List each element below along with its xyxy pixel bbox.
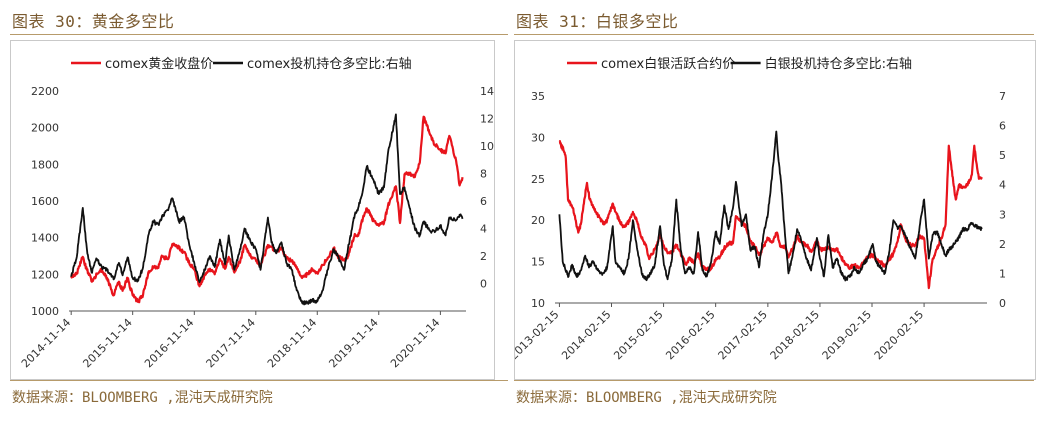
gold-right-tick-label: 14 [480, 85, 494, 98]
gold-right-tick-label: 10 [480, 140, 494, 153]
gold-left-tick-label: 1800 [31, 158, 59, 171]
silver-left-tick-label: 20 [531, 214, 545, 227]
silver-x-tick-label: 2015-02-15 [611, 308, 665, 362]
silver-right-tick-label: 7 [999, 90, 1006, 103]
gold-x-tick-label: 2017-11-14 [204, 316, 258, 370]
gold-x-tick-label: 2016-11-14 [142, 316, 196, 370]
gold-right-tick-label: 0 [480, 278, 487, 291]
gold-left-tick-label: 1400 [31, 232, 59, 245]
gold-left-tick-label: 2200 [31, 85, 59, 98]
gold-left-tick-label: 1000 [31, 305, 59, 318]
silver-legend-label-1: 白银投机持仓多空比:右轴 [765, 56, 912, 72]
silver-right-tick-label: 6 [999, 120, 1006, 133]
silver-right-tick-label: 3 [999, 208, 1006, 221]
gold-legend: comex黄金收盘价 comex投机持仓多空比:右轴 [71, 56, 412, 72]
gold-right-tick-label: 4 [480, 223, 487, 236]
gold-x-tick-label: 2019-11-14 [326, 316, 380, 370]
gold-left-tick-label: 2000 [31, 122, 59, 135]
gold-x-tick-label: 2015-11-14 [80, 316, 134, 370]
chart-title-gold: 图表 30：黄金多空比 [12, 12, 175, 31]
gold-legend-label-0: comex黄金收盘价 [105, 56, 213, 72]
title-rule-silver [514, 34, 1034, 35]
silver-chart-svg: comex白银活跃合约价 白银投机持仓多空比:右轴1015202530350123… [507, 56, 1006, 362]
source-rule-silver [514, 380, 1034, 381]
silver-right-tick-label: 4 [999, 179, 1006, 192]
gold-left-tick-label: 1600 [31, 195, 59, 208]
silver-series-line-1 [558, 130, 983, 282]
silver-series-line-0 [558, 140, 983, 290]
gold-chart-svg: comex黄金收盘价 comex投机持仓多空比:右轴 1000 1200 1400 160… [19, 56, 494, 370]
source-note-silver: 数据来源：BLOOMBERG ,混沌天成研究院 [516, 390, 777, 406]
gold-x-tick-label: 2014-11-14 [19, 316, 73, 370]
chart-title-silver: 图表 31：白银多空比 [516, 12, 679, 31]
gold-legend-label-1: comex投机持仓多空比:右轴 [247, 56, 412, 72]
silver-left-tick-label: 35 [531, 90, 545, 103]
chart-frame-gold: comex黄金收盘价 comex投机持仓多空比:右轴 1000 1200 1400 160… [10, 40, 495, 380]
title-rule-gold [10, 34, 508, 35]
silver-x-tick-label: 2016-02-15 [663, 308, 717, 362]
gold-series-line-1 [70, 113, 464, 306]
silver-x-tick-label: 2017-02-15 [716, 308, 770, 362]
silver-left-tick-label: 30 [531, 131, 545, 144]
gold-right-tick-label: 6 [480, 195, 487, 208]
silver-right-tick-label: 5 [999, 149, 1006, 162]
source-rule-gold [10, 380, 508, 381]
gold-x-tick-label: 2018-11-14 [265, 316, 319, 370]
silver-right-tick-label: 1 [999, 267, 1006, 280]
silver-left-tick-label: 25 [531, 173, 545, 186]
gold-series-line-0 [70, 115, 464, 304]
gold-right-tick-label: 12 [480, 113, 494, 126]
silver-left-tick-label: 15 [531, 256, 545, 269]
source-note-gold: 数据来源：BLOOMBERG ,混沌天成研究院 [12, 390, 273, 406]
silver-x-tick-label: 2020-02-15 [872, 308, 926, 362]
gold-x-tick-label: 2020-11-14 [388, 316, 442, 370]
silver-x-tick-label: 2019-02-15 [820, 308, 874, 362]
silver-right-tick-label: 0 [999, 297, 1006, 310]
chart-frame-silver: comex白银活跃合约价 白银投机持仓多空比:右轴 10 15 20 25 30 35 0 1 2 3… [507, 40, 1036, 380]
silver-x-tick-label: 2018-02-15 [768, 308, 822, 362]
silver-x-tick-label: 2014-02-15 [559, 308, 613, 362]
silver-legend-label-0: comex白银活跃合约价 [601, 56, 735, 72]
silver-x-tick-label: 2013-02-15 [515, 308, 562, 362]
silver-left-tick-label: 10 [531, 297, 545, 310]
gold-right-tick-label: 8 [480, 168, 487, 181]
gold-left-tick-label: 1200 [31, 268, 59, 281]
gold-right-tick-label: 2 [480, 250, 487, 263]
silver-right-tick-label: 2 [999, 238, 1006, 251]
silver-legend: comex白银活跃合约价 白银投机持仓多空比:右轴 [567, 56, 912, 72]
